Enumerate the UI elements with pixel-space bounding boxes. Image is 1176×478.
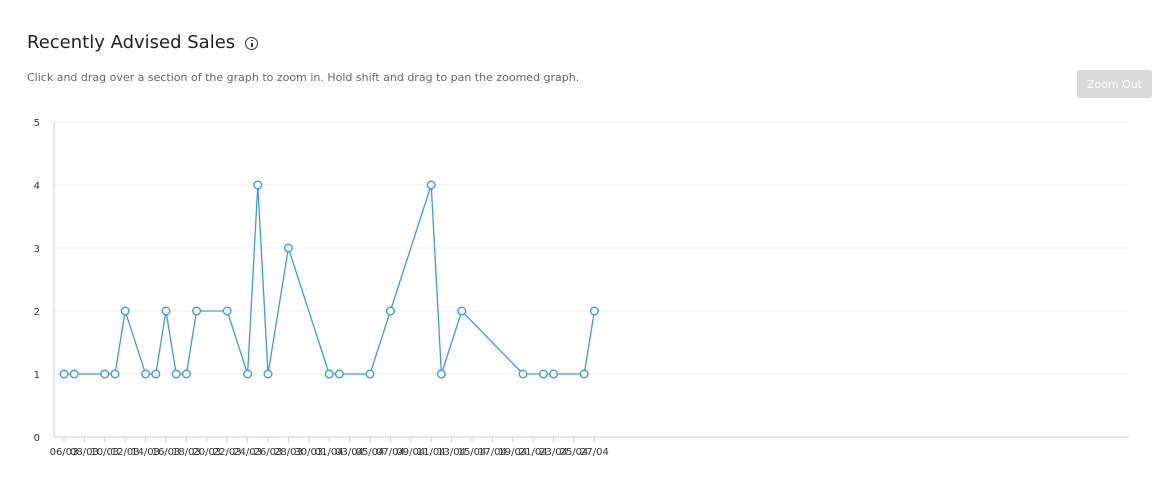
data-point[interactable] [120, 306, 130, 316]
data-point[interactable] [538, 369, 548, 379]
data-point[interactable] [100, 369, 110, 379]
x-tick-label: 27/04 [580, 447, 609, 458]
x-tick-label: 01/04 [315, 447, 344, 458]
data-point[interactable] [324, 369, 334, 379]
y-tick-label: 3 [34, 244, 40, 255]
data-point[interactable] [436, 369, 446, 379]
x-tick-label: 24/03 [233, 447, 262, 458]
data-point[interactable] [161, 306, 171, 316]
data-point[interactable] [110, 369, 120, 379]
chart-title: Recently Advised Sales [27, 32, 259, 53]
data-point[interactable] [243, 369, 253, 379]
data-point[interactable] [283, 243, 293, 253]
data-point[interactable] [365, 369, 375, 379]
zoom-hint: Click and drag over a section of the gra… [27, 71, 580, 84]
y-tick-label: 5 [34, 118, 40, 129]
data-point[interactable] [549, 369, 559, 379]
data-point[interactable] [385, 306, 395, 316]
x-tick-label: 15/04 [458, 447, 487, 458]
x-tick-label: 12/03 [111, 447, 140, 458]
y-tick-label: 2 [34, 307, 40, 318]
x-tick-label: 25/04 [560, 447, 589, 458]
x-tick-label: 09/04 [396, 447, 425, 458]
x-tick-label: 07/04 [376, 447, 405, 458]
data-point[interactable] [253, 180, 263, 190]
series-line [64, 184, 596, 375]
x-tick-label: 13/04 [437, 447, 466, 458]
data-point[interactable] [141, 369, 151, 379]
data-point[interactable] [222, 306, 232, 316]
data-point[interactable] [263, 369, 273, 379]
y-tick-label: 1 [34, 370, 40, 381]
chart-title-text: Recently Advised Sales [27, 32, 236, 53]
x-tick-label: 17/04 [478, 447, 507, 458]
x-tick-label: 21/04 [519, 447, 548, 458]
y-tick-label: 4 [34, 181, 40, 192]
data-point[interactable] [59, 369, 69, 379]
data-point[interactable] [171, 369, 181, 379]
x-tick-label: 16/03 [152, 447, 181, 458]
y-tick-label: 0 [34, 433, 40, 444]
x-tick-label: 06/03 [50, 447, 79, 458]
x-tick-label: 30/03 [294, 447, 323, 458]
x-tick-label: 10/03 [90, 447, 119, 458]
x-tick-label: 26/03 [254, 447, 283, 458]
zoom-out-button[interactable]: Zoom Out [1077, 70, 1152, 98]
x-tick-label: 20/03 [192, 447, 221, 458]
x-tick-label: 03/04 [335, 447, 364, 458]
data-point[interactable] [518, 369, 528, 379]
data-point[interactable] [181, 369, 191, 379]
x-tick-label: 08/03 [70, 447, 99, 458]
data-point[interactable] [589, 306, 599, 316]
x-tick-label: 11/04 [417, 447, 446, 458]
x-tick-label: 28/03 [274, 447, 303, 458]
x-tick-label: 19/04 [498, 447, 527, 458]
x-tick-label: 14/03 [131, 447, 160, 458]
x-tick-label: 22/03 [213, 447, 242, 458]
data-point[interactable] [457, 306, 467, 316]
x-tick-label: 23/04 [539, 447, 568, 458]
data-point[interactable] [69, 369, 79, 379]
data-point[interactable] [151, 369, 161, 379]
data-point[interactable] [192, 306, 202, 316]
data-point[interactable] [426, 180, 436, 190]
x-tick-label: 18/03 [172, 447, 201, 458]
data-point[interactable] [579, 369, 589, 379]
info-icon[interactable] [245, 37, 259, 50]
data-point[interactable] [334, 369, 344, 379]
x-tick-label: 05/04 [356, 447, 385, 458]
